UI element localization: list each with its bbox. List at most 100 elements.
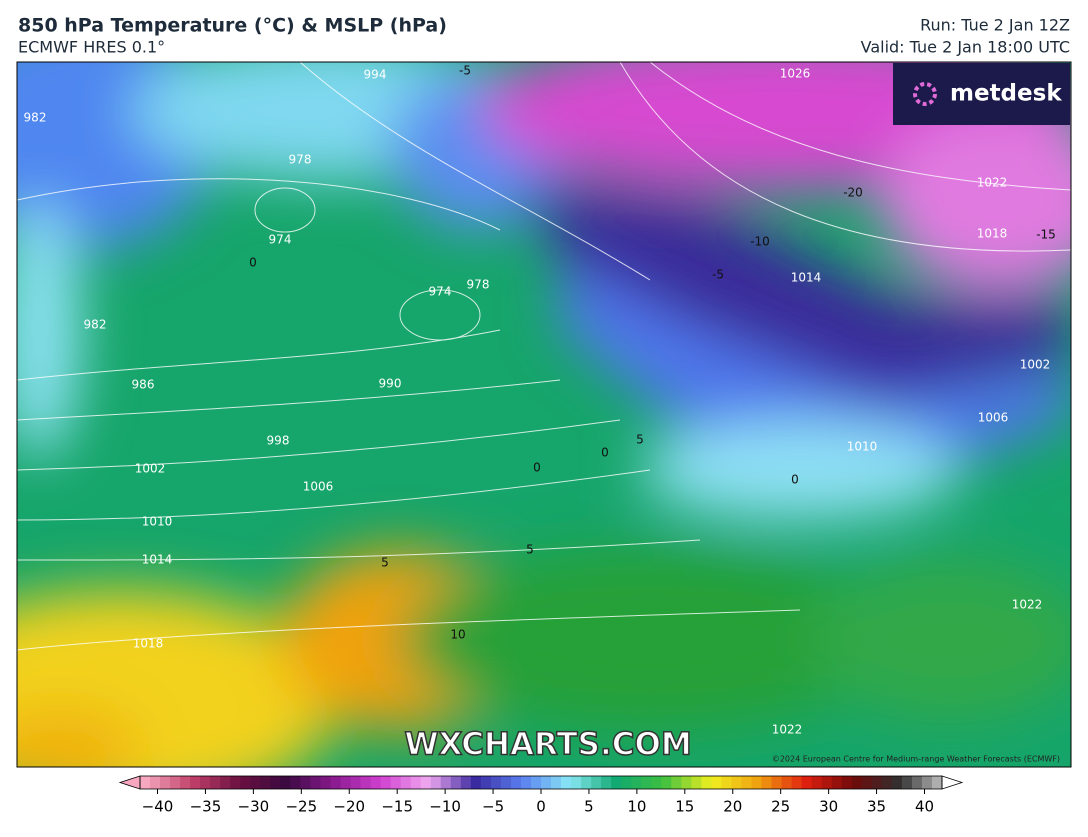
colorbar-cell — [360, 776, 372, 789]
logo-icon — [913, 82, 937, 106]
colorbar-cell — [701, 776, 712, 789]
run-time: Run: Tue 2 Jan 12Z — [920, 16, 1070, 35]
colorbar-cell — [490, 776, 502, 789]
isobar-label: 986 — [132, 378, 155, 392]
colorbar-cell — [881, 776, 893, 789]
colorbar-cell — [851, 776, 863, 789]
isobar-label: 1022 — [977, 176, 1008, 190]
isobar-label: 978 — [289, 153, 312, 167]
colorbar-cell — [260, 776, 271, 789]
isobar-label: 974 — [269, 233, 292, 247]
colorbar-cell — [520, 776, 532, 789]
isobar-label: 1006 — [978, 411, 1009, 425]
temperature-label: 5 — [381, 556, 389, 570]
map-frame — [16, 61, 1072, 768]
isobar-label: 1002 — [135, 462, 166, 476]
temperature-label: -20 — [843, 186, 863, 200]
colorbar-cell — [641, 776, 652, 789]
colorbar-cell — [661, 776, 672, 789]
colorbar-cell — [270, 776, 281, 789]
isobar-label: 998 — [267, 434, 290, 448]
title: 850 hPa Temperature (°C) & MSLP (hPa) — [18, 15, 447, 37]
colorbar-tick-label: −35 — [190, 798, 222, 816]
colorbar-cell — [420, 776, 432, 789]
temperature-label: 0 — [533, 461, 541, 475]
colorbar-cell — [440, 776, 452, 789]
temperature-label: -5 — [712, 268, 724, 282]
temperature-label: 0 — [791, 473, 799, 487]
colorbar-cell — [430, 776, 442, 789]
colorbar-cell — [220, 776, 231, 789]
colorbar-cell — [711, 776, 722, 789]
colorbar-cell — [901, 776, 913, 789]
isobar-label: 1018 — [977, 227, 1008, 241]
isobar-label: 1022 — [1012, 598, 1043, 612]
colorbar-tick-label: 30 — [819, 798, 838, 816]
colorbar-tick-label: −40 — [142, 798, 174, 816]
colorbar-cell — [140, 776, 151, 789]
colorbar-cell — [591, 776, 602, 789]
colorbar-cell — [911, 776, 923, 789]
colorbar-cell — [470, 776, 482, 789]
colorbar-cell — [601, 776, 612, 789]
colorbar-tick-label: −30 — [238, 798, 270, 816]
colorbar-cell — [721, 776, 732, 789]
colorbar-cell — [571, 776, 582, 789]
copyright: ©2024 European Centre for Medium-range W… — [772, 755, 1060, 764]
isobar-label: 1006 — [303, 480, 334, 494]
colorbar-tick-label: 0 — [536, 798, 546, 816]
colorbar-cell — [831, 776, 843, 789]
colorbar-tick-label: −10 — [429, 798, 461, 816]
colorbar-cell — [200, 776, 211, 789]
colorbar-cell — [480, 776, 492, 789]
colorbar-cell — [530, 776, 542, 789]
colorbar-cell — [861, 776, 873, 789]
colorbar-tick-label: 20 — [723, 798, 742, 816]
colorbar-cell — [811, 776, 823, 789]
temperature-label: 0 — [249, 256, 257, 270]
colorbar-cell — [180, 776, 191, 789]
colorbar-tick-label: 35 — [867, 798, 886, 816]
colorbar-tick-label: 15 — [675, 798, 694, 816]
watermark: WXCHARTS.COM — [404, 727, 691, 763]
colorbar-cell — [741, 776, 753, 789]
map — [17, 62, 1071, 767]
isobar-label: 974 — [429, 285, 452, 299]
colorbar-cell — [631, 776, 642, 789]
colorbar-tick-label: −5 — [482, 798, 504, 816]
colorbar-cell — [781, 776, 793, 789]
colorbar-cell — [731, 776, 742, 789]
colorbar-cell — [190, 776, 201, 789]
colorbar-cell — [921, 776, 933, 789]
colorbar-cell — [931, 776, 943, 789]
isobar-label: 1014 — [791, 271, 822, 285]
colorbar-cell — [400, 776, 412, 789]
colorbar-cell — [551, 776, 562, 789]
subtitle: ECMWF HRES 0.1° — [18, 38, 165, 57]
colorbar: −40 −35 −30 −25 −20 −15 −10 −5 0 5 10 15 20 25 30 35 40 — [118, 775, 964, 816]
colorbar-cell — [390, 776, 402, 789]
temperature-label: -10 — [750, 235, 770, 249]
isobar-label: 1018 — [133, 637, 164, 651]
colorbar-cell — [290, 776, 301, 789]
isobar-label: 1022 — [772, 723, 803, 737]
colorbar-cell — [150, 776, 161, 789]
temperature-label: 5 — [526, 543, 534, 557]
temperature-label: -5 — [459, 64, 471, 78]
colorbar-cell — [320, 776, 331, 789]
colorbar-cell — [761, 776, 773, 789]
colorbar-cell — [310, 776, 321, 789]
colorbar-cell — [561, 776, 572, 789]
colorbar-tick-label: 5 — [584, 798, 594, 816]
colorbar-tick-label: 10 — [627, 798, 646, 816]
colorbar-cell — [370, 776, 382, 789]
temperature-label: 10 — [450, 628, 465, 642]
isobar-label: 1014 — [142, 553, 173, 567]
colorbar-arrow — [941, 775, 964, 790]
temperature-label: 5 — [636, 433, 644, 447]
colorbar-cell — [771, 776, 783, 789]
colorbar-cell — [160, 776, 171, 789]
colorbar-cell — [460, 776, 472, 789]
colorbar-cell — [230, 776, 241, 789]
